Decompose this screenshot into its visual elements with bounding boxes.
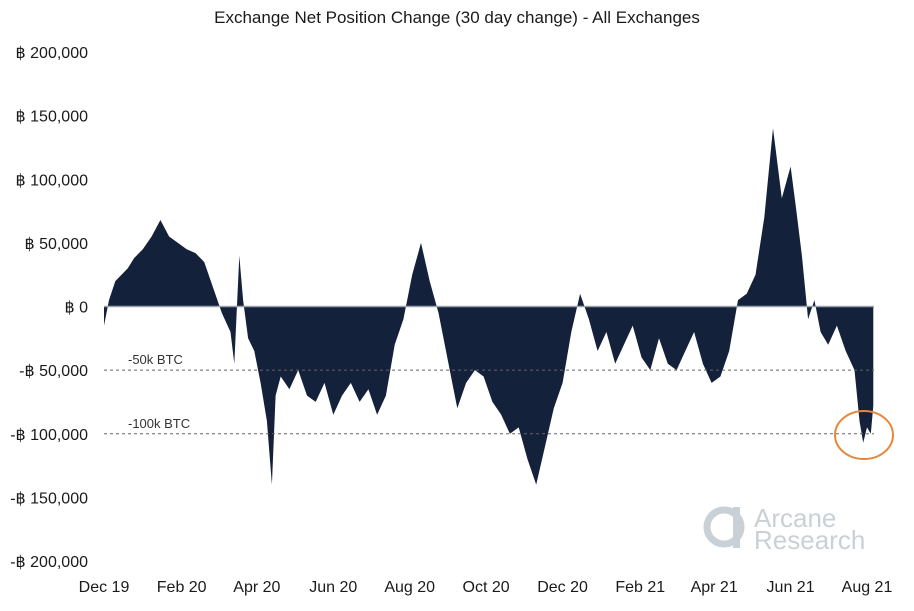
x-axis-ticks: Dec 19 Feb 20 Apr 20 Jun 20 Aug 20 Oct 20 Dec … (79, 579, 893, 596)
x-tick-label: Oct 20 (463, 579, 510, 596)
x-tick-label: Feb 21 (615, 579, 665, 596)
x-tick-label: Dec 20 (537, 579, 588, 596)
chart-title: Exchange Net Position Change (30 day cha… (214, 8, 700, 27)
x-tick-label: Apr 20 (233, 579, 280, 596)
watermark-line2: Research (754, 525, 865, 555)
x-tick-label: Dec 19 (79, 579, 130, 596)
watermark-bar-icon (733, 507, 740, 548)
y-tick-label: ฿ 100,000 (16, 172, 89, 189)
reference-line-label: -50k BTC (128, 352, 183, 367)
watermark-line1: Arcane (754, 503, 836, 533)
y-tick-label: -฿ 50,000 (19, 363, 88, 380)
x-tick-label: Aug 21 (842, 579, 893, 596)
x-tick-label: Jun 21 (767, 579, 815, 596)
y-tick-label: -฿ 200,000 (10, 554, 88, 571)
y-tick-label: ฿ 200,000 (16, 45, 89, 62)
reference-line-label: -100k BTC (128, 416, 190, 431)
y-axis-ticks: ฿ 200,000 ฿ 150,000 ฿ 100,000 ฿ 50,000 ฿ 0 -฿… (10, 45, 88, 571)
y-tick-label: ฿ 50,000 (24, 236, 88, 253)
y-tick-label: ฿ 150,000 (16, 109, 89, 126)
watermark-logo: Arcane Research (703, 503, 865, 555)
y-tick-label: ฿ 0 (64, 300, 88, 317)
highlight-circle (834, 410, 894, 460)
y-tick-label: -฿ 150,000 (10, 490, 88, 507)
y-tick-label: -฿ 100,000 (10, 427, 88, 444)
x-tick-label: Aug 20 (384, 579, 435, 596)
watermark-ring-icon (703, 506, 745, 548)
x-tick-label: Apr 21 (691, 579, 738, 596)
x-tick-label: Jun 20 (309, 579, 357, 596)
x-tick-label: Feb 20 (157, 579, 207, 596)
reference-lines: -50k BTC -100k BTC (104, 352, 874, 435)
